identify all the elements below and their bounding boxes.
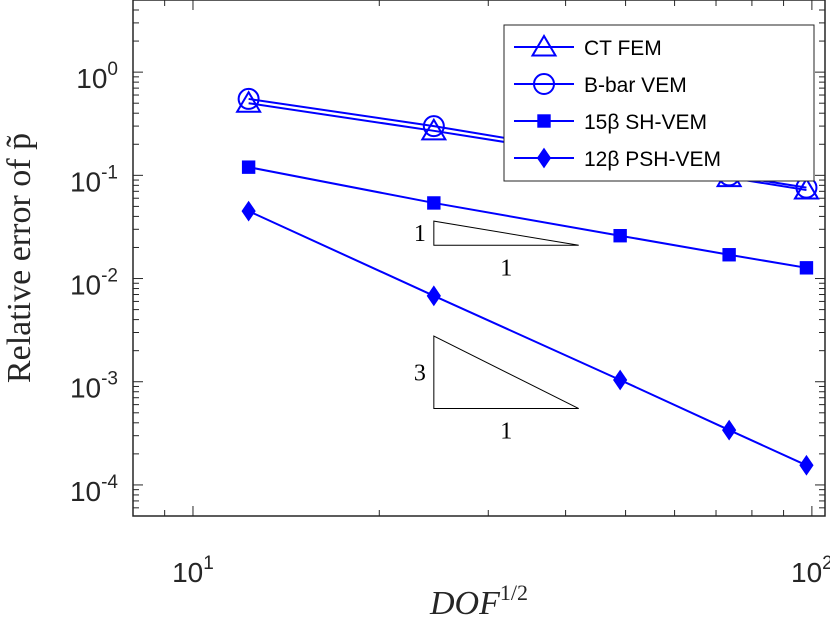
circle-marker xyxy=(422,115,445,138)
y-tick-labels: 10-4 10-3 10-2 10-1 100 xyxy=(70,59,118,507)
legend-entry: B-bar VEM xyxy=(514,73,687,97)
x-tick-label: 101 xyxy=(172,553,214,588)
legend-label: 12β PSH-VEM xyxy=(584,148,721,171)
slope-triangles: 1 1 3 1 xyxy=(414,220,579,445)
square-marker xyxy=(241,160,256,174)
slope-triangle xyxy=(433,220,579,246)
diamond-marker xyxy=(613,369,628,391)
y-tick-label: 100 xyxy=(76,59,118,94)
x-tick-labels: 101 102 xyxy=(172,553,830,588)
square-marker xyxy=(722,248,736,262)
slope-rise-label: 1 xyxy=(414,221,426,247)
slope-run-label: 1 xyxy=(500,419,512,445)
square-marker xyxy=(427,196,441,210)
triangle-marker xyxy=(420,117,448,141)
legend: CT FEM B-bar VEM 15β SH-VEM 12β PSH-VEM xyxy=(503,24,815,182)
slope-triangle xyxy=(433,335,579,410)
diamond-marker xyxy=(799,454,814,476)
legend-entry: 12β PSH-VEM xyxy=(514,147,721,171)
square-marker xyxy=(537,114,551,128)
triangle-marker xyxy=(530,34,558,57)
x-tick-label: 102 xyxy=(791,553,830,588)
series-diamond xyxy=(241,200,814,476)
diamond-marker xyxy=(722,419,737,441)
legend-entry: 15β SH-VEM xyxy=(514,111,707,134)
legend-label: B-bar VEM xyxy=(584,74,687,97)
circle-marker xyxy=(237,87,260,110)
y-tick-label: 10-1 xyxy=(70,162,118,197)
square-marker xyxy=(799,261,814,275)
diamond-marker xyxy=(241,200,256,222)
y-tick-label: 10-2 xyxy=(70,266,118,301)
y-tick-label: 10-3 xyxy=(70,369,118,404)
x-axis-label: DOF1/2 xyxy=(429,580,528,622)
y-axis-label: Relative error of p̃ xyxy=(1,133,38,383)
legend-entry: CT FEM xyxy=(514,34,662,60)
circle-marker xyxy=(533,73,555,95)
diamond-marker xyxy=(426,285,441,307)
legend-label: CT FEM xyxy=(584,37,662,60)
legend-label: 15β SH-VEM xyxy=(584,111,707,134)
triangle-marker xyxy=(235,90,262,113)
series-square xyxy=(241,160,814,275)
y-tick-label: 10-4 xyxy=(70,472,118,507)
diamond-marker xyxy=(536,147,552,169)
slope-run-label: 1 xyxy=(500,255,512,281)
axis-ticks xyxy=(132,0,825,517)
square-marker xyxy=(613,229,627,243)
legend-box xyxy=(503,24,815,182)
slope-rise-label: 3 xyxy=(414,360,426,386)
